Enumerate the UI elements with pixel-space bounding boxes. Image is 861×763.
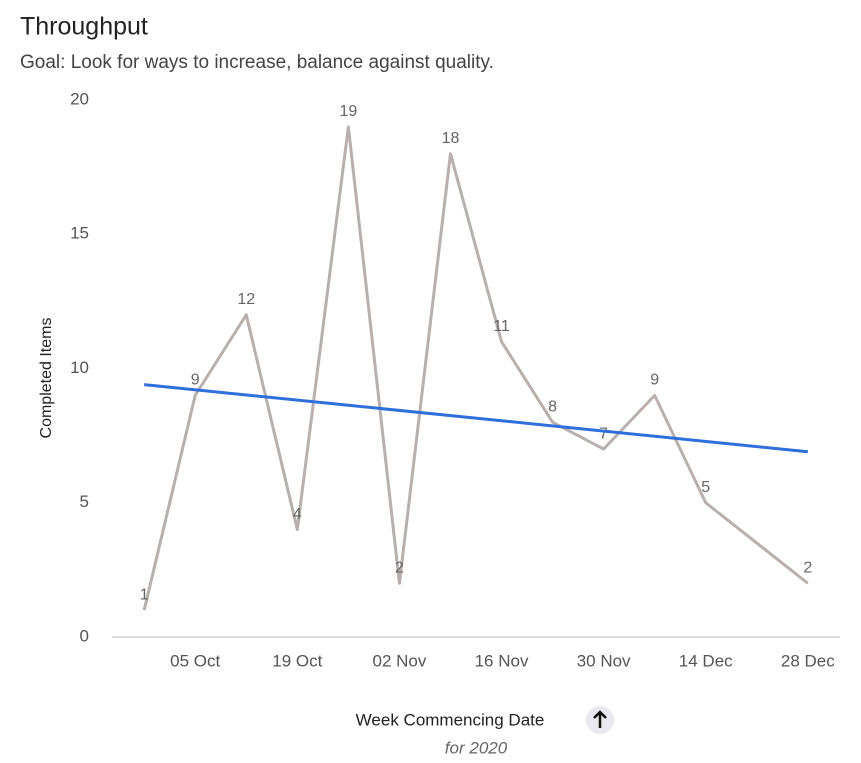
sort-button[interactable] bbox=[586, 706, 614, 734]
y-tick-label: 15 bbox=[70, 224, 89, 243]
x-tick-label: 05 Oct bbox=[170, 651, 220, 670]
x-tick-label: 19 Oct bbox=[272, 651, 322, 670]
data-label: 12 bbox=[237, 291, 255, 308]
data-label: 9 bbox=[191, 372, 200, 389]
y-tick-label: 10 bbox=[70, 358, 89, 377]
data-label: 7 bbox=[599, 425, 608, 442]
x-tick-label: 02 Nov bbox=[372, 651, 426, 670]
x-axis-subtitle: for 2020 bbox=[445, 738, 508, 757]
data-label: 19 bbox=[339, 103, 357, 120]
data-label: 5 bbox=[701, 479, 710, 496]
data-label: 8 bbox=[548, 398, 557, 415]
y-tick-label: 0 bbox=[80, 626, 89, 645]
data-label: 18 bbox=[442, 130, 460, 147]
x-tick-label: 28 Dec bbox=[781, 651, 835, 670]
x-tick-label: 16 Nov bbox=[475, 651, 529, 670]
y-tick-label: 5 bbox=[80, 492, 89, 511]
sort-arrow[interactable] bbox=[593, 710, 607, 728]
series-line bbox=[142, 125, 809, 611]
x-tick-label: 14 Dec bbox=[679, 651, 733, 670]
data-label: 9 bbox=[650, 372, 659, 389]
chart-subtitle: Goal: Look for ways to increase, balance… bbox=[20, 52, 494, 73]
y-tick-label: 20 bbox=[70, 89, 89, 108]
data-label: 2 bbox=[395, 560, 404, 577]
data-label: 1 bbox=[140, 586, 149, 603]
data-label: 2 bbox=[803, 560, 812, 577]
x-axis-title: Week Commencing Date bbox=[356, 710, 545, 729]
chart-title: Throughput bbox=[20, 13, 148, 41]
data-label: 11 bbox=[493, 318, 510, 335]
x-tick-label: 30 Nov bbox=[577, 651, 631, 670]
y-axis-title: Completed Items bbox=[38, 318, 55, 439]
series-line bbox=[144, 383, 808, 454]
data-label: 4 bbox=[293, 506, 302, 523]
